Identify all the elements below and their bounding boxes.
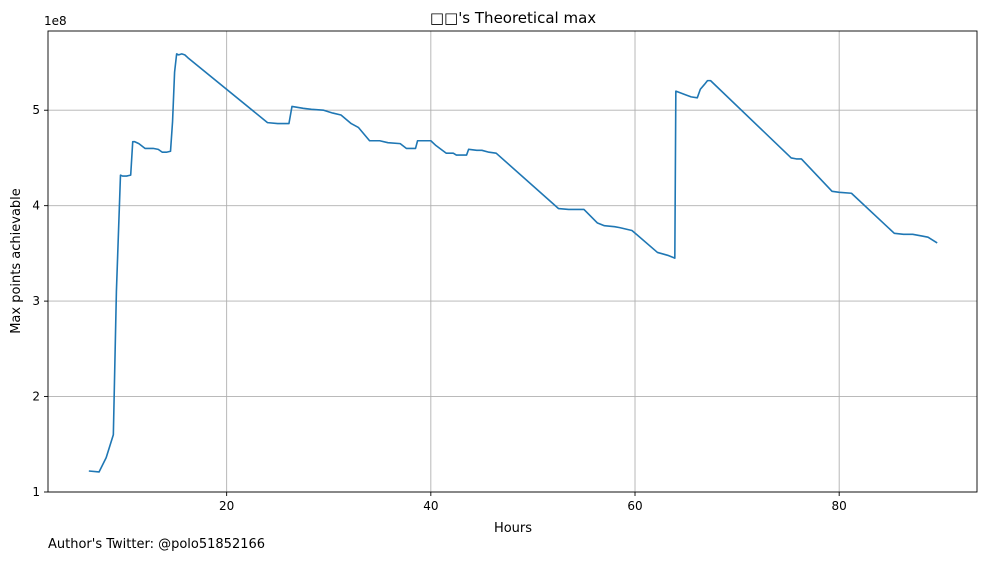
y-axis-offset-label: 1e8 bbox=[44, 14, 67, 28]
x-axis-label: Hours bbox=[494, 521, 532, 536]
y-axis: 1 2 3 4 5 bbox=[32, 103, 48, 499]
x-tick-label: 40 bbox=[423, 499, 438, 513]
x-tick-label: 20 bbox=[219, 499, 234, 513]
y-tick-label: 1 bbox=[32, 485, 40, 499]
series-layer bbox=[88, 53, 938, 473]
y-tick-label: 3 bbox=[32, 294, 40, 308]
chart-title: □□'s Theoretical max bbox=[430, 9, 596, 27]
y-axis-label: Max points achievable bbox=[9, 188, 24, 334]
y-tick-label: 4 bbox=[32, 199, 40, 213]
x-axis: 20 40 60 80 bbox=[219, 492, 847, 513]
x-tick-label: 80 bbox=[832, 499, 847, 513]
grid-lines bbox=[48, 31, 977, 493]
plot-frame bbox=[47, 30, 978, 493]
x-tick-label: 60 bbox=[627, 499, 642, 513]
y-tick-label: 5 bbox=[32, 103, 40, 117]
author-footer: Author's Twitter: @polo51852166 bbox=[48, 537, 266, 552]
y-tick-label: 2 bbox=[32, 390, 40, 404]
series-line-0 bbox=[88, 53, 938, 473]
